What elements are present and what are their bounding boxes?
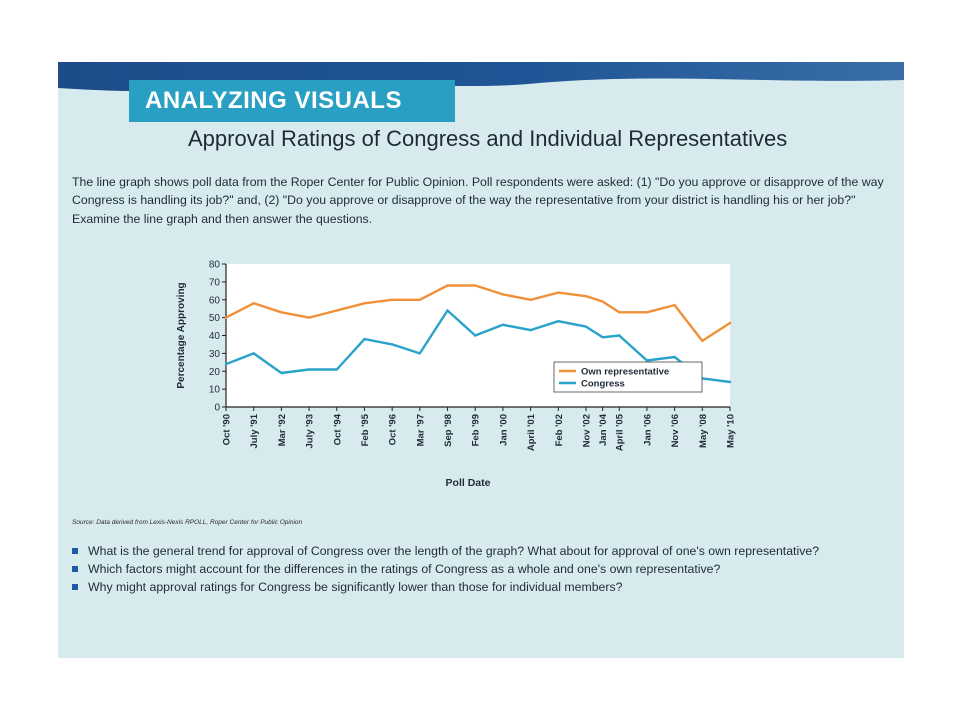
y-tick-label: 30 bbox=[209, 349, 221, 360]
x-tick-label: July '91 bbox=[249, 413, 260, 448]
data-point bbox=[335, 368, 338, 371]
x-tick-label: Jan '06 bbox=[642, 414, 653, 446]
y-tick-label: 10 bbox=[209, 385, 221, 396]
intro-paragraph: The line graph shows poll data from the … bbox=[72, 175, 884, 226]
x-tick-label: Feb '02 bbox=[554, 414, 565, 446]
x-tick-label: Nov '06 bbox=[670, 414, 681, 447]
x-tick-label: April '05 bbox=[615, 413, 626, 451]
x-tick-label: Mar '97 bbox=[415, 414, 426, 446]
data-point bbox=[446, 284, 449, 287]
x-tick-label: Oct '90 bbox=[222, 414, 233, 445]
analyzing-visuals-badge: ANALYZING VISUALS bbox=[129, 80, 455, 122]
data-point bbox=[252, 302, 255, 305]
data-point bbox=[529, 298, 532, 301]
x-tick-label: July '93 bbox=[305, 414, 316, 448]
y-tick-label: 40 bbox=[209, 331, 221, 342]
data-point bbox=[446, 309, 449, 312]
data-point bbox=[390, 343, 394, 346]
question-text: Which factors might account for the diff… bbox=[88, 562, 721, 576]
data-point bbox=[280, 311, 283, 314]
data-point bbox=[557, 291, 560, 294]
legend-label: Congress bbox=[581, 379, 625, 390]
y-tick-label: 80 bbox=[209, 260, 221, 271]
data-point bbox=[701, 339, 704, 343]
analyzing-visuals-panel: ANALYZING VISUALS Approval Ratings of Co… bbox=[58, 62, 904, 658]
x-tick-label: Jan '04 bbox=[598, 413, 609, 446]
data-point bbox=[224, 316, 228, 319]
data-point bbox=[501, 293, 505, 296]
x-tick-label: Feb '95 bbox=[360, 413, 371, 446]
x-tick-label: Jan '00 bbox=[498, 414, 509, 446]
data-point bbox=[307, 316, 311, 319]
data-point bbox=[307, 368, 311, 371]
data-point bbox=[728, 321, 732, 325]
x-tick-label: Sep '98 bbox=[443, 414, 454, 447]
bullet-square-icon bbox=[72, 548, 78, 554]
question-text: What is the general trend for approval o… bbox=[88, 544, 820, 558]
x-tick-label: April '01 bbox=[526, 413, 537, 451]
data-point bbox=[584, 325, 588, 328]
data-point bbox=[418, 352, 422, 355]
x-axis-title: Poll Date bbox=[446, 477, 491, 489]
source-note: Source: Data derived from Lexis-Nexis RP… bbox=[72, 519, 303, 526]
data-point bbox=[645, 311, 649, 314]
data-point bbox=[474, 334, 477, 337]
y-axis-title: Percentage Approving bbox=[176, 282, 187, 388]
data-point bbox=[501, 323, 505, 326]
bullet-square-icon bbox=[72, 584, 78, 590]
legend-label: Own representative bbox=[581, 367, 669, 378]
line-chart: 0 10 20 30 40 50 60 70 80 Oct '90 July '91 Mar '92 J… bbox=[176, 260, 737, 489]
data-point bbox=[363, 337, 366, 341]
data-point bbox=[618, 334, 621, 337]
y-tick-label: 50 bbox=[209, 313, 221, 324]
x-tick-label: Mar '92 bbox=[277, 414, 288, 446]
data-point bbox=[673, 303, 676, 307]
bullet-square-icon bbox=[72, 566, 78, 572]
question-item: What is the general trend for approval o… bbox=[72, 543, 882, 560]
series-line-congress bbox=[225, 309, 731, 384]
x-tick-label: Oct '94 bbox=[332, 413, 343, 445]
data-point bbox=[363, 302, 366, 305]
data-point bbox=[280, 371, 283, 375]
data-point bbox=[474, 284, 477, 287]
x-tick-label: Nov '02 bbox=[582, 414, 593, 447]
x-tick-label: May '10 bbox=[726, 414, 737, 448]
data-point bbox=[618, 311, 621, 314]
x-tick-label: Oct '96 bbox=[388, 414, 399, 445]
data-point bbox=[601, 336, 604, 339]
question-item: Why might approval ratings for Congress … bbox=[72, 579, 882, 596]
question-item: Which factors might account for the diff… bbox=[72, 561, 882, 578]
chart-title: Approval Ratings of Congress and Individ… bbox=[188, 126, 788, 151]
y-tick-label: 70 bbox=[209, 277, 221, 288]
data-point bbox=[418, 298, 422, 301]
questions-list: What is the general trend for approval o… bbox=[72, 543, 882, 597]
x-tick-label: Feb '99 bbox=[471, 414, 482, 446]
data-point bbox=[224, 362, 228, 366]
y-tick-label: 60 bbox=[209, 295, 221, 306]
data-point bbox=[601, 300, 604, 303]
y-tick-label: 0 bbox=[214, 403, 220, 414]
data-point bbox=[728, 380, 732, 384]
data-point bbox=[335, 309, 338, 312]
data-point bbox=[645, 359, 649, 362]
data-point bbox=[673, 355, 676, 359]
data-point bbox=[252, 352, 255, 355]
x-tick-label: May '08 bbox=[698, 414, 709, 448]
data-point bbox=[390, 298, 394, 301]
legend-box bbox=[553, 361, 703, 393]
data-point bbox=[557, 320, 560, 323]
data-point bbox=[584, 294, 588, 298]
series-line-own-representative bbox=[225, 284, 731, 343]
y-tick-label: 20 bbox=[209, 367, 221, 378]
data-point bbox=[529, 328, 532, 332]
question-text: Why might approval ratings for Congress … bbox=[88, 580, 623, 594]
